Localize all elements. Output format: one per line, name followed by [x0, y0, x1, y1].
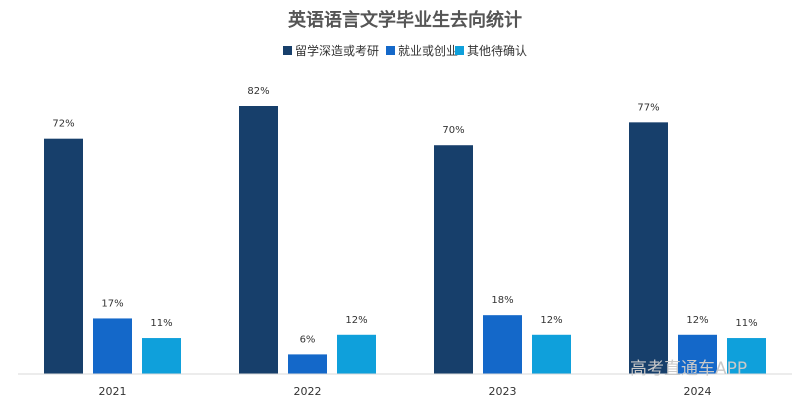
legend-swatch-employment — [386, 46, 395, 55]
bar-2021-postgrad — [44, 138, 83, 374]
value-label-2022-employment: 6% — [300, 334, 316, 345]
bar-2024-postgrad — [629, 122, 668, 374]
legend-label-employment: 就业或创业 — [398, 44, 458, 58]
x-tick-2022: 2022 — [294, 385, 322, 398]
x-tick-2021: 2021 — [99, 385, 127, 398]
value-label-2023-postgrad: 70% — [442, 125, 464, 136]
value-label-2024-other: 11% — [735, 318, 757, 329]
legend-swatch-other — [455, 46, 464, 55]
bar-2022-postgrad — [239, 106, 278, 374]
legend-label-postgrad: 留学深造或考研 — [295, 43, 379, 58]
bar-2021-employment — [93, 318, 132, 374]
x-tick-2024: 2024 — [684, 385, 712, 398]
value-label-2021-postgrad: 72% — [52, 119, 74, 130]
bar-2022-employment — [288, 354, 327, 374]
value-label-2022-other: 12% — [345, 315, 367, 326]
legend-label-other: 其他待确认 — [467, 44, 527, 58]
value-labels-layer: 72% 17% 11% 82% 6% 12% 70% 18% 12% 77% 12% 11% — [52, 86, 757, 345]
value-label-2023-other: 12% — [540, 315, 562, 326]
bar-2024-other — [727, 338, 766, 374]
value-label-2021-other: 11% — [150, 318, 172, 329]
chart-title: 英语语言文学毕业生去向统计 — [287, 9, 522, 31]
value-label-2024-employment: 12% — [686, 315, 708, 326]
x-tick-labels: 2021 2022 2023 2024 — [99, 385, 712, 398]
legend-swatch-postgrad — [283, 46, 292, 55]
bar-2022-other — [337, 334, 376, 374]
bar-2023-employment — [483, 315, 522, 374]
legend: 留学深造或考研 就业或创业 其他待确认 — [283, 43, 527, 58]
bar-2024-employment — [678, 334, 717, 374]
watermark: 高考直通车APP — [630, 359, 747, 379]
value-label-2024-postgrad: 77% — [637, 102, 659, 113]
bars-layer — [44, 106, 766, 374]
value-label-2023-employment: 18% — [491, 295, 513, 306]
bar-2023-other — [532, 334, 571, 374]
value-label-2022-postgrad: 82% — [247, 86, 269, 97]
bar-2021-other — [142, 338, 181, 374]
value-label-2021-employment: 17% — [101, 298, 123, 309]
bar-2023-postgrad — [434, 145, 473, 374]
x-tick-2023: 2023 — [489, 385, 517, 398]
